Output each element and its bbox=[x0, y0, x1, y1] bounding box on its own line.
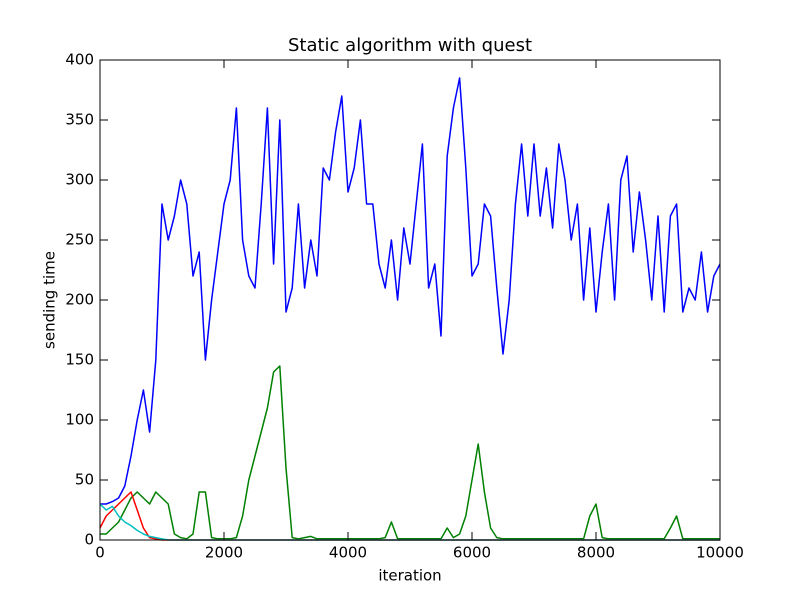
x-tick-label: 8000 bbox=[577, 544, 615, 562]
chart-title: Static algorithm with quest bbox=[288, 35, 532, 56]
y-tick-label: 350 bbox=[65, 111, 94, 129]
y-tick-label: 0 bbox=[84, 531, 94, 549]
x-tick-label: 0 bbox=[95, 544, 105, 562]
x-axis-label: iteration bbox=[378, 567, 441, 585]
y-tick-label: 400 bbox=[65, 51, 94, 69]
x-tick-label: 6000 bbox=[453, 544, 491, 562]
y-tick-label: 50 bbox=[75, 471, 94, 489]
x-tick-label: 4000 bbox=[329, 544, 367, 562]
series-line bbox=[100, 365, 720, 540]
series-line bbox=[100, 77, 721, 505]
x-tick-label: 10000 bbox=[696, 544, 744, 562]
y-tick-label: 250 bbox=[65, 231, 94, 249]
y-tick-label: 300 bbox=[65, 171, 94, 189]
y-tick-label: 200 bbox=[65, 291, 94, 309]
x-tick-label: 2000 bbox=[205, 544, 243, 562]
y-tick-label: 150 bbox=[65, 351, 94, 369]
y-axis-label: sending time bbox=[41, 251, 59, 349]
y-tick-label: 100 bbox=[65, 411, 94, 429]
